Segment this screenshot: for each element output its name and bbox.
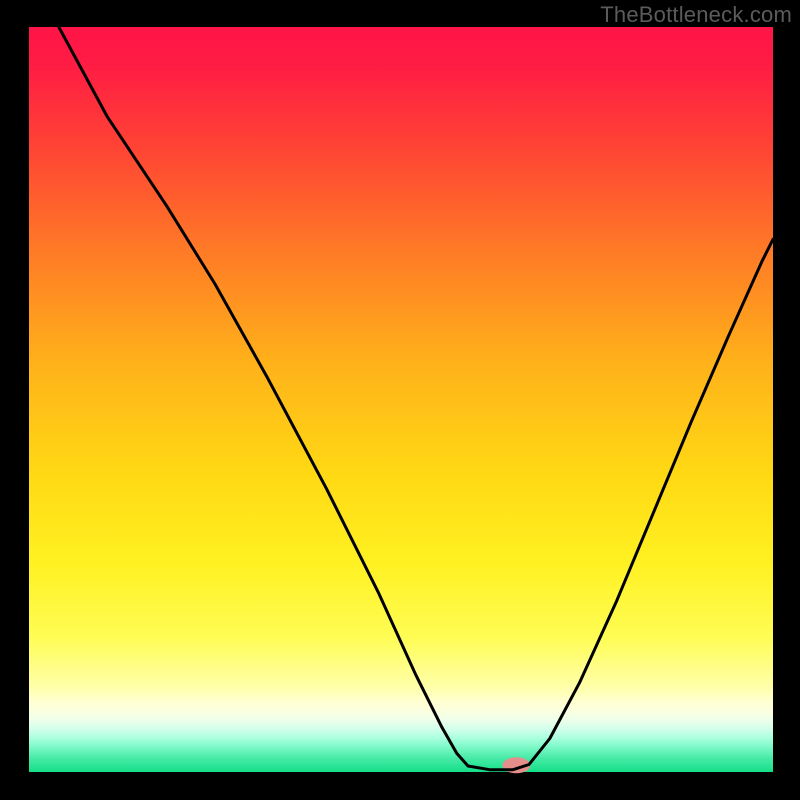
watermark-text: TheBottleneck.com	[600, 2, 792, 28]
plot-area	[29, 27, 773, 772]
bottleneck-chart	[0, 0, 800, 800]
